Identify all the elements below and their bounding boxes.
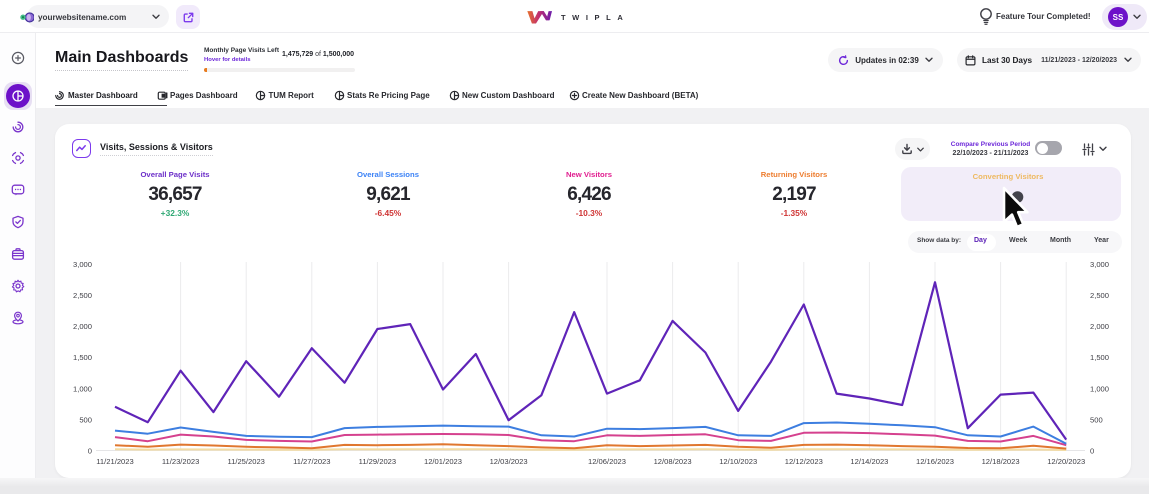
svg-text:12/20/2023: 12/20/2023	[1047, 457, 1085, 466]
svg-text:2,000: 2,000	[1090, 322, 1109, 331]
svg-text:2,000: 2,000	[73, 322, 92, 331]
svg-text:11/25/2023: 11/25/2023	[227, 457, 264, 466]
svg-text:500: 500	[79, 415, 92, 424]
svg-text:11/29/2023: 11/29/2023	[359, 457, 396, 466]
svg-text:11/27/2023: 11/27/2023	[293, 457, 330, 466]
svg-text:1,500: 1,500	[1090, 353, 1109, 362]
svg-text:11/21/2023: 11/21/2023	[96, 457, 133, 466]
svg-text:3,000: 3,000	[1090, 260, 1109, 269]
svg-text:12/14/2023: 12/14/2023	[850, 457, 888, 466]
svg-text:12/06/2023: 12/06/2023	[588, 457, 626, 466]
svg-text:12/12/2023: 12/12/2023	[785, 457, 823, 466]
svg-text:12/03/2023: 12/03/2023	[490, 457, 528, 466]
svg-text:12/16/2023: 12/16/2023	[916, 457, 954, 466]
svg-text:0: 0	[1090, 447, 1094, 456]
svg-text:12/01/2023: 12/01/2023	[424, 457, 462, 466]
svg-text:12/10/2023: 12/10/2023	[719, 457, 757, 466]
svg-text:1,000: 1,000	[73, 384, 92, 393]
svg-text:1,000: 1,000	[1090, 384, 1109, 393]
svg-text:11/23/2023: 11/23/2023	[162, 457, 199, 466]
svg-text:2,500: 2,500	[1090, 291, 1109, 300]
svg-text:1,500: 1,500	[73, 353, 92, 362]
svg-text:0: 0	[88, 447, 92, 456]
svg-text:12/08/2023: 12/08/2023	[654, 457, 692, 466]
svg-text:2,500: 2,500	[73, 291, 92, 300]
svg-text:12/18/2023: 12/18/2023	[982, 457, 1020, 466]
svg-text:500: 500	[1090, 415, 1103, 424]
svg-text:3,000: 3,000	[73, 260, 92, 269]
